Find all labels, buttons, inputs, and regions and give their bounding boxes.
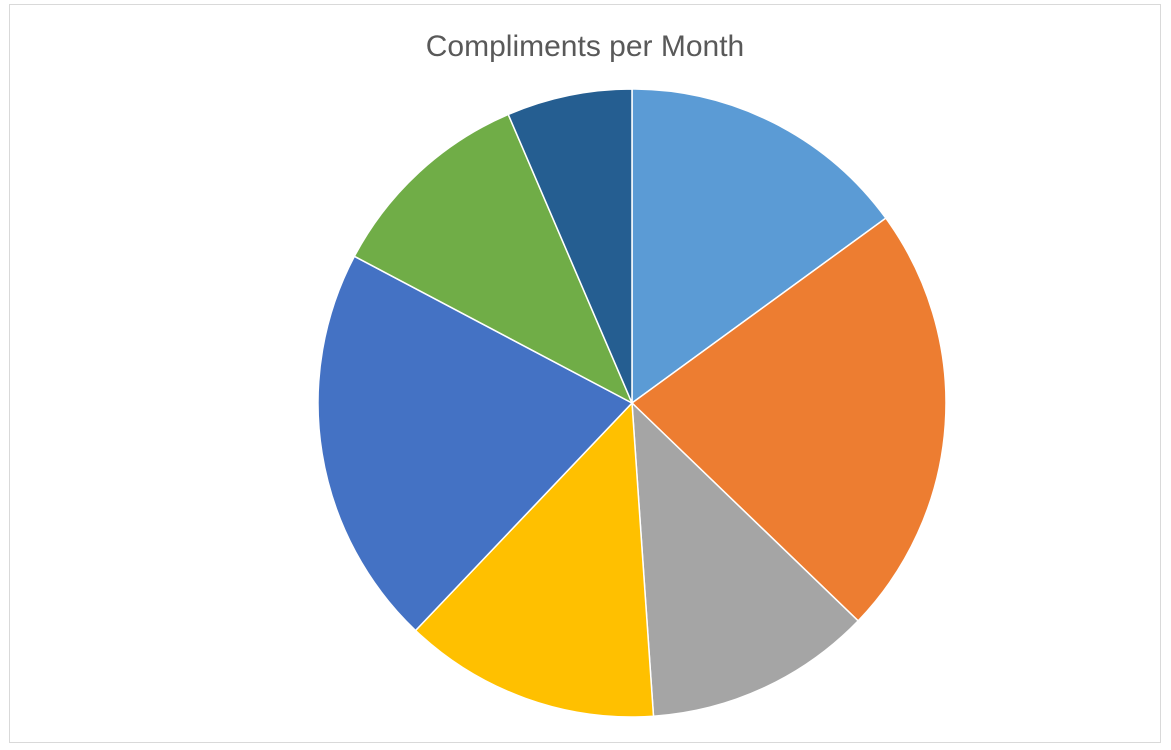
pie-slice-1 xyxy=(631,88,887,405)
pie-slice-2 xyxy=(630,217,947,622)
pie-slice-4 xyxy=(414,401,655,718)
pie-slice-6 xyxy=(353,113,634,405)
pie-slices xyxy=(317,88,947,718)
pie-slice-3 xyxy=(631,401,860,718)
chart-title: Compliments per Month xyxy=(425,30,745,63)
pie-slice-7 xyxy=(507,88,633,404)
pie-slice-5 xyxy=(317,255,634,632)
